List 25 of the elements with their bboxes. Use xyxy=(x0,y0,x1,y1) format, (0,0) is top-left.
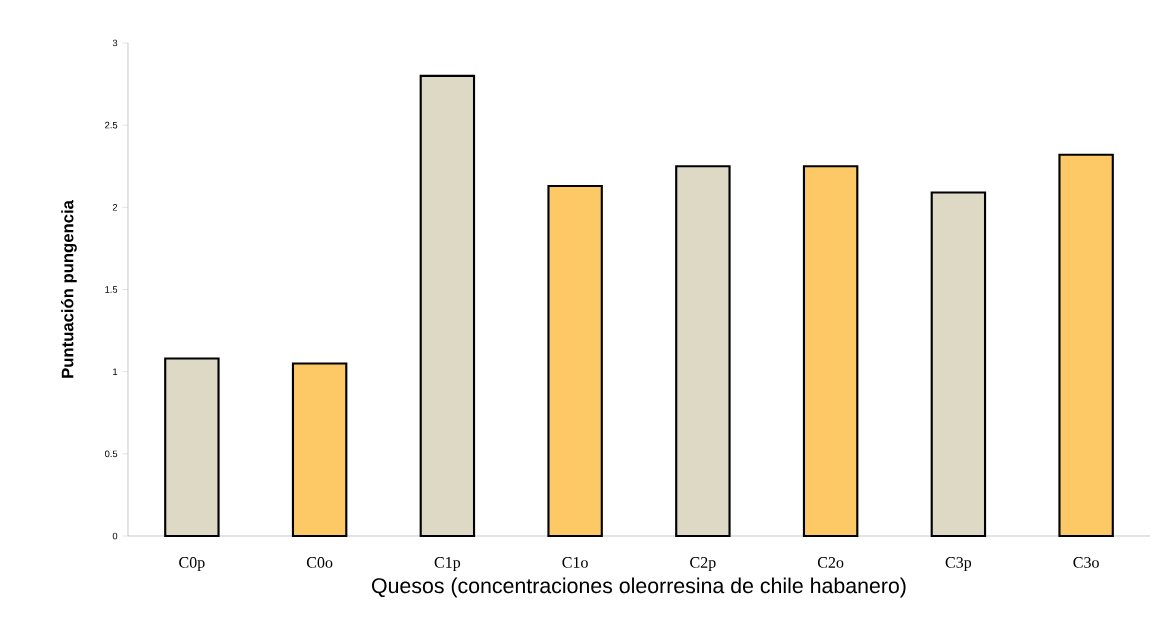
x-tick-label: C3o xyxy=(1073,557,1099,568)
x-tick-label: C1o xyxy=(562,557,588,568)
bar xyxy=(419,74,476,538)
bar xyxy=(930,191,987,538)
y-tick-label: 3 xyxy=(112,39,118,47)
x-tick-label: C3p xyxy=(945,557,972,572)
y-tick-label: 2.5 xyxy=(105,121,118,129)
bar xyxy=(291,362,348,538)
x-tick-label: C0p xyxy=(179,557,205,572)
x-axis-title: Quesos (concentraciones oleorresina de chile habanero) xyxy=(371,577,906,598)
y-tick-label: 1 xyxy=(113,368,118,375)
x-tick-label: C2o xyxy=(817,557,844,568)
bar xyxy=(1058,153,1114,538)
bar xyxy=(547,184,603,538)
y-tick-label: 0 xyxy=(112,532,118,540)
x-tick-label: C2p xyxy=(690,557,716,572)
x-tick-label: C0o xyxy=(306,557,333,568)
y-axis-title: Puntuación pungencia xyxy=(61,200,77,378)
bar xyxy=(675,165,731,538)
bar xyxy=(802,165,859,538)
x-tick-label: C1p xyxy=(434,557,461,572)
y-tick-label: 0.5 xyxy=(104,450,118,458)
bar xyxy=(164,357,220,538)
y-tick-label: 2 xyxy=(112,204,118,211)
y-tick-label: 1.5 xyxy=(105,286,118,293)
